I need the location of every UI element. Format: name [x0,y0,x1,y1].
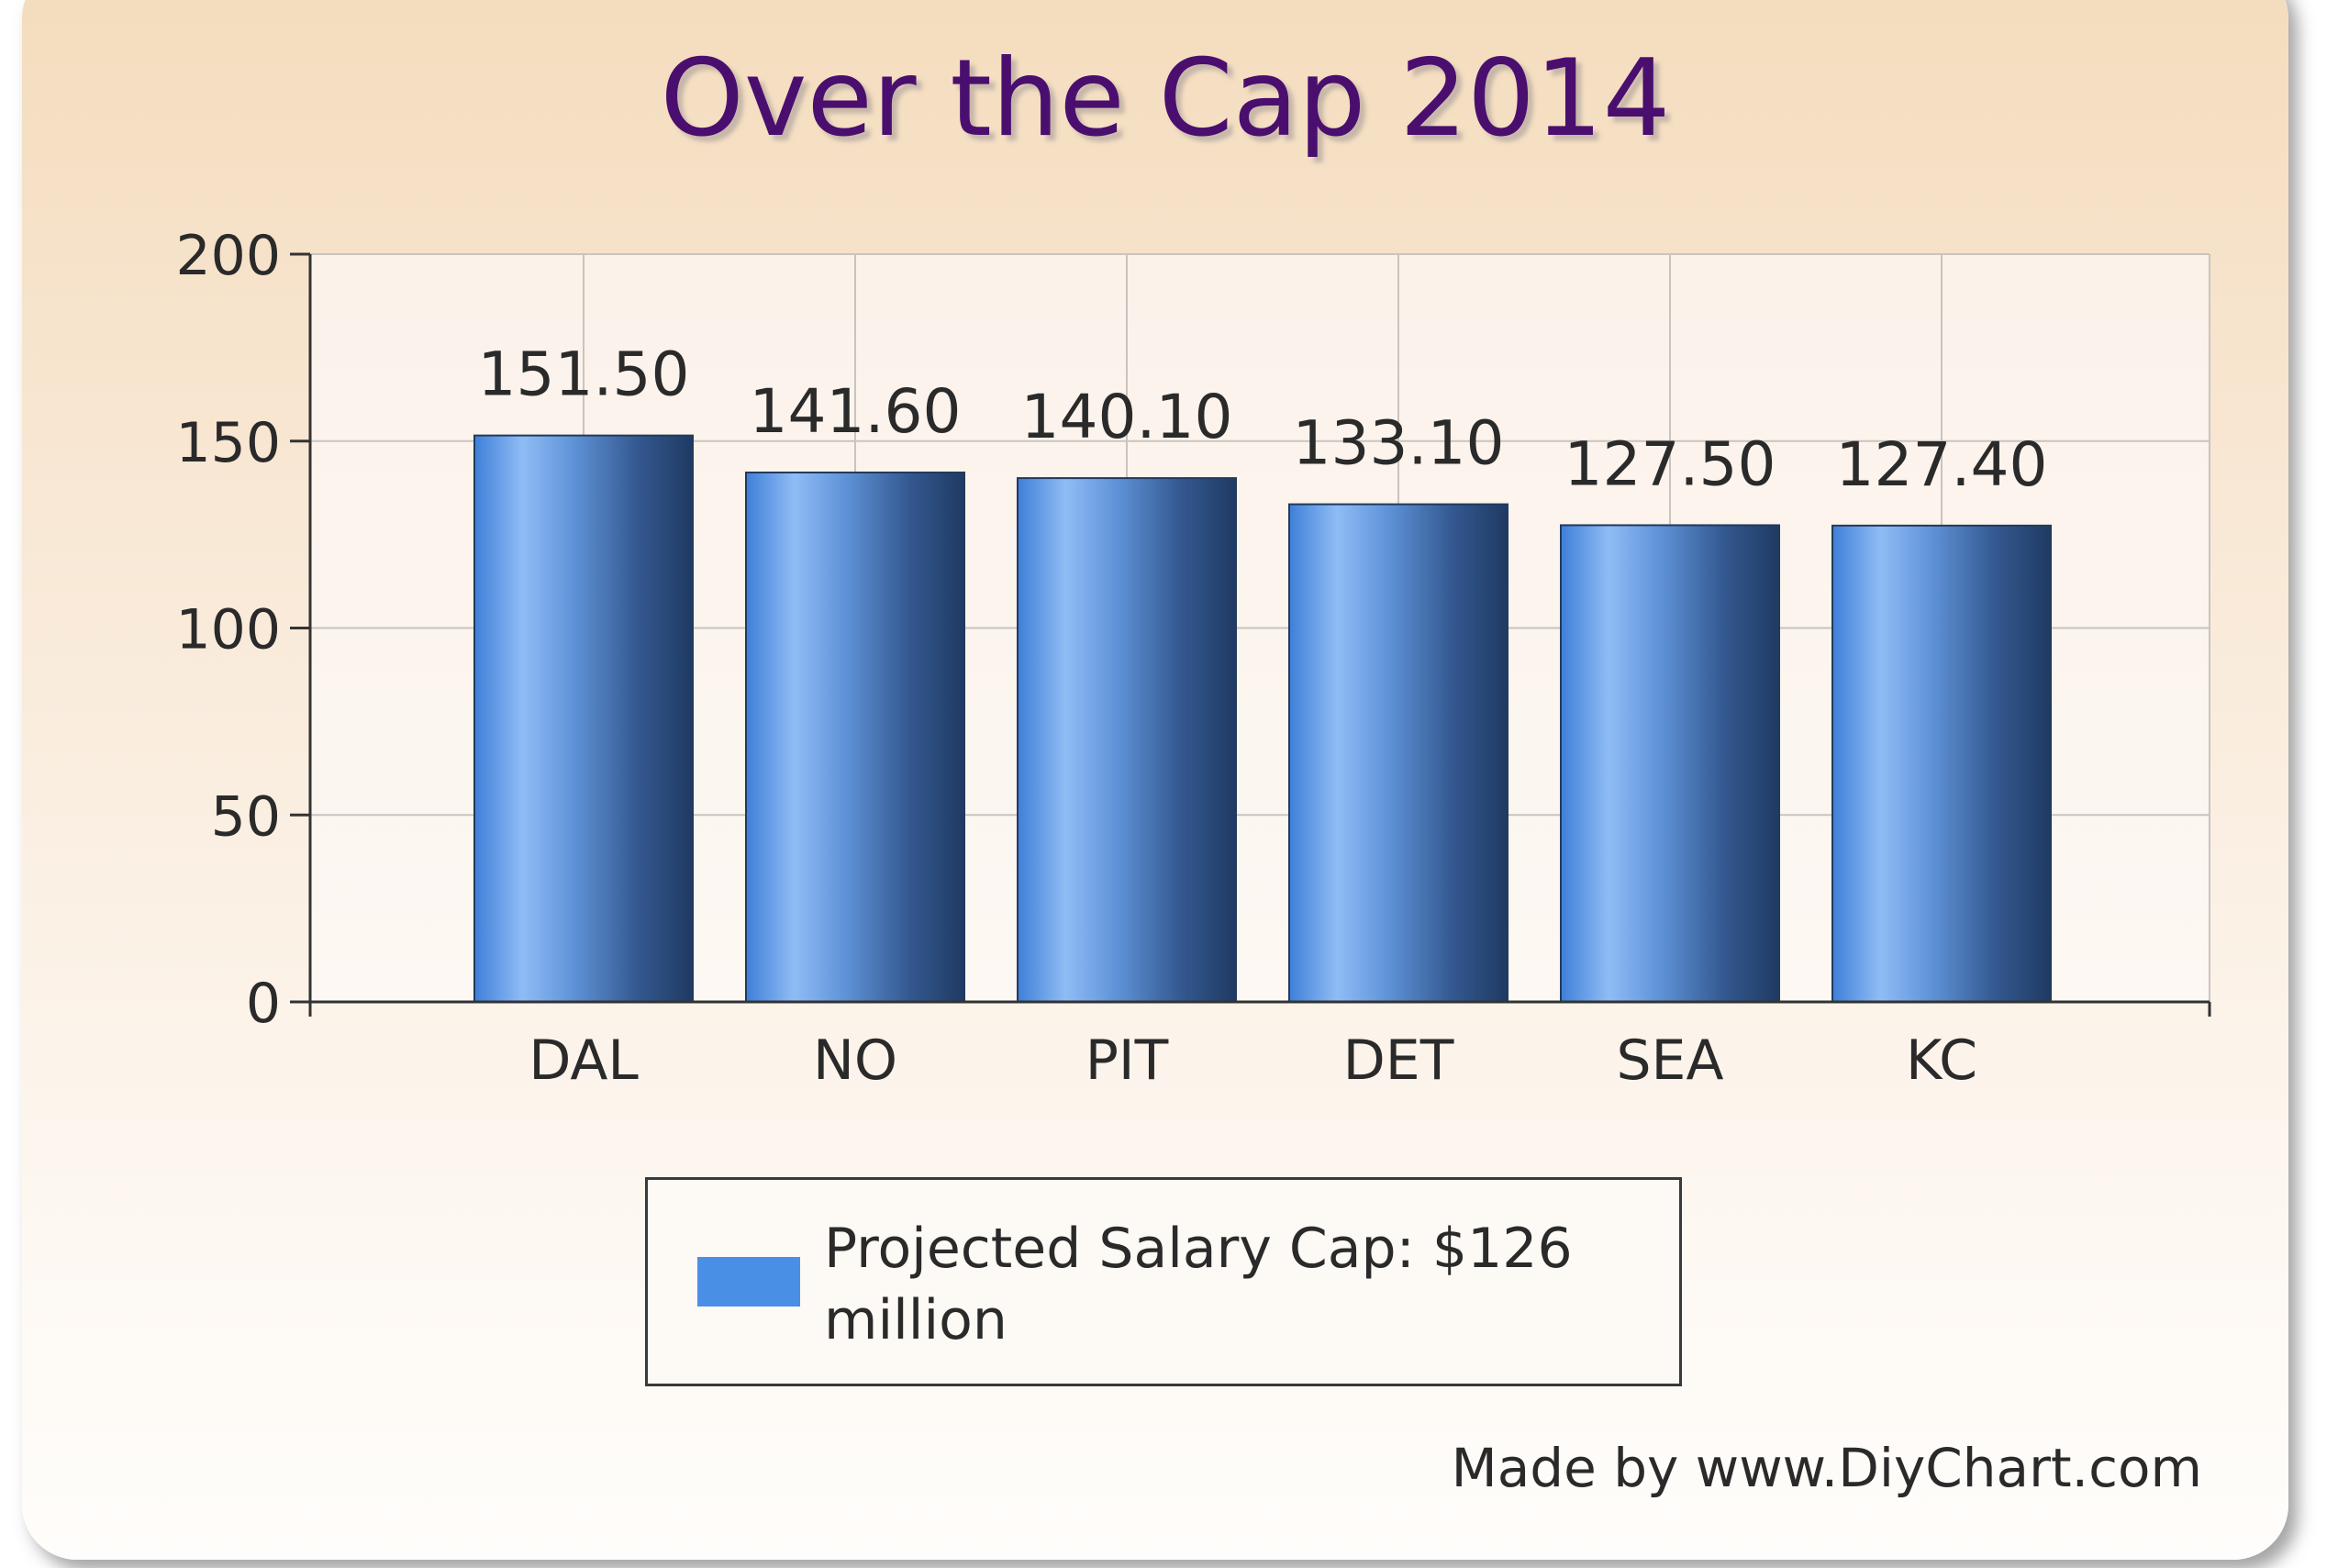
bar-sea [1560,524,1780,1003]
y-tick-label: 50 [211,784,281,849]
data-label-sea: 127.50 [1564,428,1776,499]
bar-no [745,471,965,1003]
y-tick-label: 0 [246,972,281,1036]
bar-pit [1017,477,1237,1003]
x-tick-label-det: DET [1343,1029,1454,1093]
data-labels: 151.50 141.60 140.10 133.10 127.50 127.40 [478,339,2048,500]
bar-det [1288,503,1508,1003]
y-tick-label: 100 [175,598,281,662]
data-label-pit: 140.10 [1021,382,1233,452]
bar-dal [473,434,694,1003]
data-label-no: 141.60 [750,376,962,447]
data-label-dal: 151.50 [478,339,690,410]
chart-title: Over the Cap 2014 [660,37,1671,161]
data-label-det: 133.10 [1293,408,1505,479]
y-tick-label: 200 [175,224,281,288]
data-label-kc: 127.40 [1836,429,2048,500]
axes: 0 50 100 150 200 DAL NO PIT DET SEA KC [175,224,2211,1093]
credit-text: Made by www.DiyChart.com [1451,1437,2202,1499]
legend: Projected Salary Cap: $126 million [645,1177,1682,1386]
legend-label: Projected Salary Cap: $126 million [824,1217,1573,1352]
x-tick-label-kc: KC [1906,1029,1977,1093]
x-tick-label-no: NO [813,1029,897,1093]
x-tick-label-pit: PIT [1085,1029,1169,1093]
x-tick-label-dal: DAL [529,1029,639,1093]
legend-swatch [697,1257,800,1307]
y-tick-label: 150 [175,411,281,475]
bar-kc [1831,524,2052,1003]
bars [473,434,2052,1003]
x-tick-label-sea: SEA [1616,1029,1723,1093]
